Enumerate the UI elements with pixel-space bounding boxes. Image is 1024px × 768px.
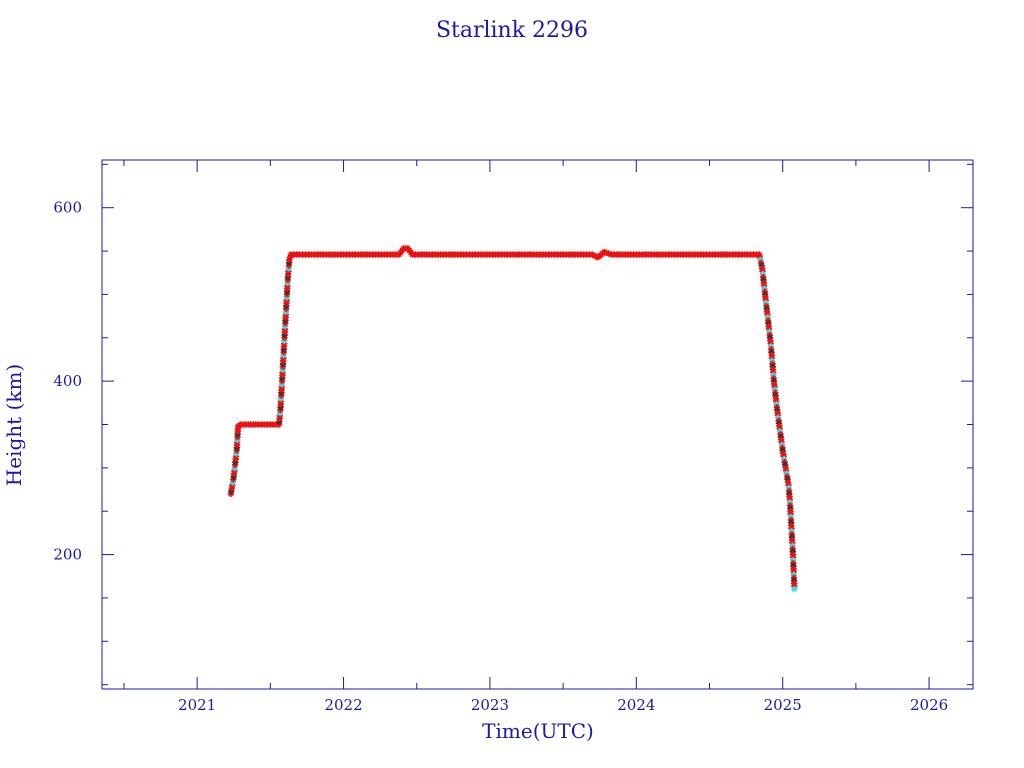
x-tick-labels: 2021 2022 2023 2024 2025 2026 [178, 696, 948, 714]
x-tick-label: 2022 [324, 696, 362, 714]
x-axis-label: Time(UTC) [482, 719, 594, 743]
x-tick-label: 2025 [764, 696, 802, 714]
x-tick-label: 2021 [178, 696, 216, 714]
y-tick-labels: 200 400 600 [53, 199, 82, 564]
x-tick-label: 2023 [471, 696, 509, 714]
x-tick-label: 2026 [910, 696, 948, 714]
data-point [791, 586, 798, 593]
series-group [227, 245, 798, 593]
y-tick-label: 200 [53, 546, 82, 564]
x-tick-label: 2024 [617, 696, 655, 714]
axis-ticks [102, 160, 973, 689]
y-axis-label: Height (km) [2, 364, 26, 486]
plot-frame [101, 159, 974, 690]
y-tick-label: 600 [53, 199, 82, 217]
y-tick-label: 400 [53, 372, 82, 390]
chart-title: Starlink 2296 [436, 18, 588, 43]
